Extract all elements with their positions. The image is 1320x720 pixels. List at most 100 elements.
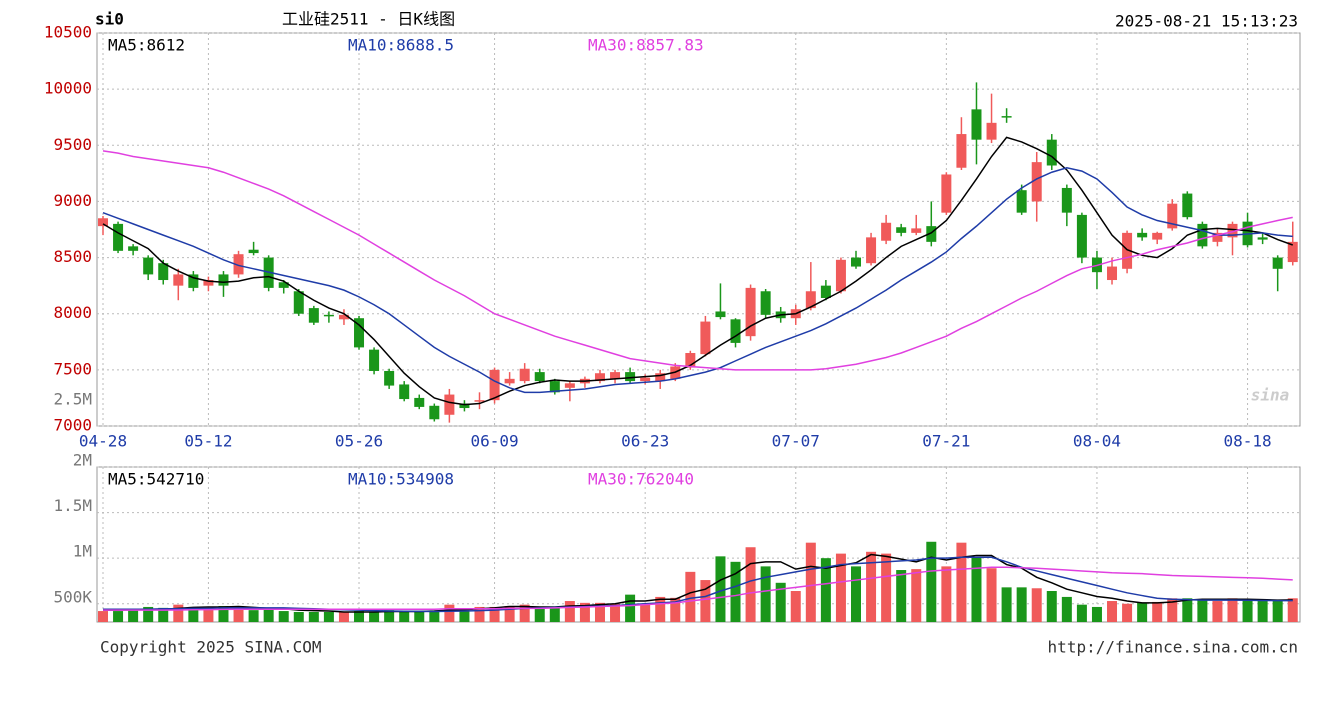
candle-body	[655, 373, 666, 382]
ma-line	[103, 566, 1293, 611]
candle-body	[1046, 139, 1057, 166]
volume-bar	[640, 604, 651, 622]
candle-body	[113, 223, 124, 251]
volume-bar	[444, 604, 455, 622]
candle-body	[896, 227, 907, 233]
candle-body	[489, 369, 500, 401]
legend-entry: MA5:8612	[108, 36, 185, 55]
candle-body	[625, 372, 636, 382]
volume-bar	[399, 611, 410, 622]
volume-bar	[203, 608, 214, 622]
y-tick-label: 1.5M	[53, 496, 92, 515]
volume-bar	[354, 611, 365, 622]
x-tick-label: 07-07	[772, 432, 820, 451]
candle-body	[369, 349, 380, 371]
candle-body	[941, 174, 952, 213]
y-tick-label: 7500	[53, 359, 92, 378]
volume-bar	[881, 553, 892, 622]
volume-bar	[971, 557, 982, 622]
candle-body	[429, 405, 440, 420]
candle-body	[549, 381, 560, 393]
volume-bar	[820, 558, 831, 622]
volume-bar	[338, 611, 349, 622]
volume-bar	[519, 604, 530, 622]
volume-bar	[1122, 603, 1133, 622]
x-tick-label: 04-28	[79, 432, 127, 451]
candle-body	[1167, 203, 1178, 229]
volume-bar	[429, 611, 440, 622]
volume-bar	[1272, 600, 1283, 622]
candle-body	[1076, 214, 1087, 258]
candle-body	[564, 383, 575, 388]
candle-body	[866, 237, 877, 264]
candle-body	[1212, 232, 1223, 242]
candle-body	[986, 122, 997, 140]
candle-body	[504, 378, 515, 384]
volume-bar	[564, 601, 575, 622]
candle-body	[594, 373, 605, 382]
candle-body	[218, 274, 229, 286]
volume-bar	[1001, 587, 1012, 622]
candle-body	[338, 314, 349, 320]
volume-bar	[504, 606, 515, 622]
volume-bar	[489, 606, 500, 622]
y-tick-label: 10500	[44, 23, 92, 42]
candle-body	[881, 222, 892, 241]
candle-body	[835, 259, 846, 292]
volume-bar	[851, 566, 861, 622]
volume-bar	[911, 569, 922, 622]
candle-body	[820, 285, 831, 298]
volume-bar	[263, 608, 274, 622]
symbol: si0	[95, 10, 124, 29]
timestamp: 2025-08-21 15:13:23	[1115, 12, 1298, 31]
y-tick-label: 9500	[53, 135, 92, 154]
volume-bar	[308, 611, 319, 622]
candle-body	[414, 397, 425, 407]
volume-bar	[1152, 601, 1163, 622]
annotation: 2.5M	[53, 390, 92, 409]
candle-body	[1287, 241, 1298, 263]
candle-body	[293, 291, 304, 314]
candle-body	[1272, 257, 1283, 269]
volume-bar	[986, 568, 997, 622]
candle-body	[519, 368, 530, 382]
candle-body	[971, 109, 982, 140]
candle-body	[444, 394, 455, 415]
x-tick-label: 07-21	[922, 432, 970, 451]
legend-entry: MA10:8688.5	[348, 36, 454, 55]
volume-bar	[896, 570, 907, 622]
candle-body	[1182, 193, 1193, 218]
candle-body	[278, 282, 289, 288]
ma-line	[102, 150, 1293, 371]
candle-body	[354, 318, 365, 348]
candle-body	[399, 384, 410, 400]
volume-bar	[1137, 602, 1148, 622]
volume-bar	[1046, 591, 1057, 622]
volume-bar	[173, 604, 184, 622]
candle-body	[851, 257, 861, 267]
copyright: Copyright 2025 SINA.COM	[100, 638, 322, 657]
candle-body	[173, 274, 184, 286]
candle-body	[308, 308, 319, 323]
candle-body	[730, 319, 741, 343]
volume-bar	[1227, 598, 1238, 622]
volume-bar	[805, 542, 816, 622]
volume-bar	[113, 611, 124, 622]
volume-bar	[594, 602, 605, 622]
volume-bar	[1182, 598, 1193, 622]
y-tick-label: 10000	[44, 79, 92, 98]
watermark: sina	[1251, 386, 1290, 405]
volume-bar	[926, 541, 937, 622]
candle-body	[1227, 223, 1238, 238]
volume-bar	[730, 561, 741, 622]
ma-line	[102, 136, 1293, 406]
volume-bar	[369, 611, 380, 622]
candle-body	[1197, 223, 1208, 247]
y-tick-label: 7000	[53, 416, 92, 435]
ma-line	[102, 166, 1293, 394]
candle-body	[459, 403, 470, 409]
volume-bar	[1031, 588, 1042, 622]
candle-body	[233, 254, 244, 275]
volume-bar	[1242, 600, 1253, 622]
candle-body	[715, 311, 726, 318]
